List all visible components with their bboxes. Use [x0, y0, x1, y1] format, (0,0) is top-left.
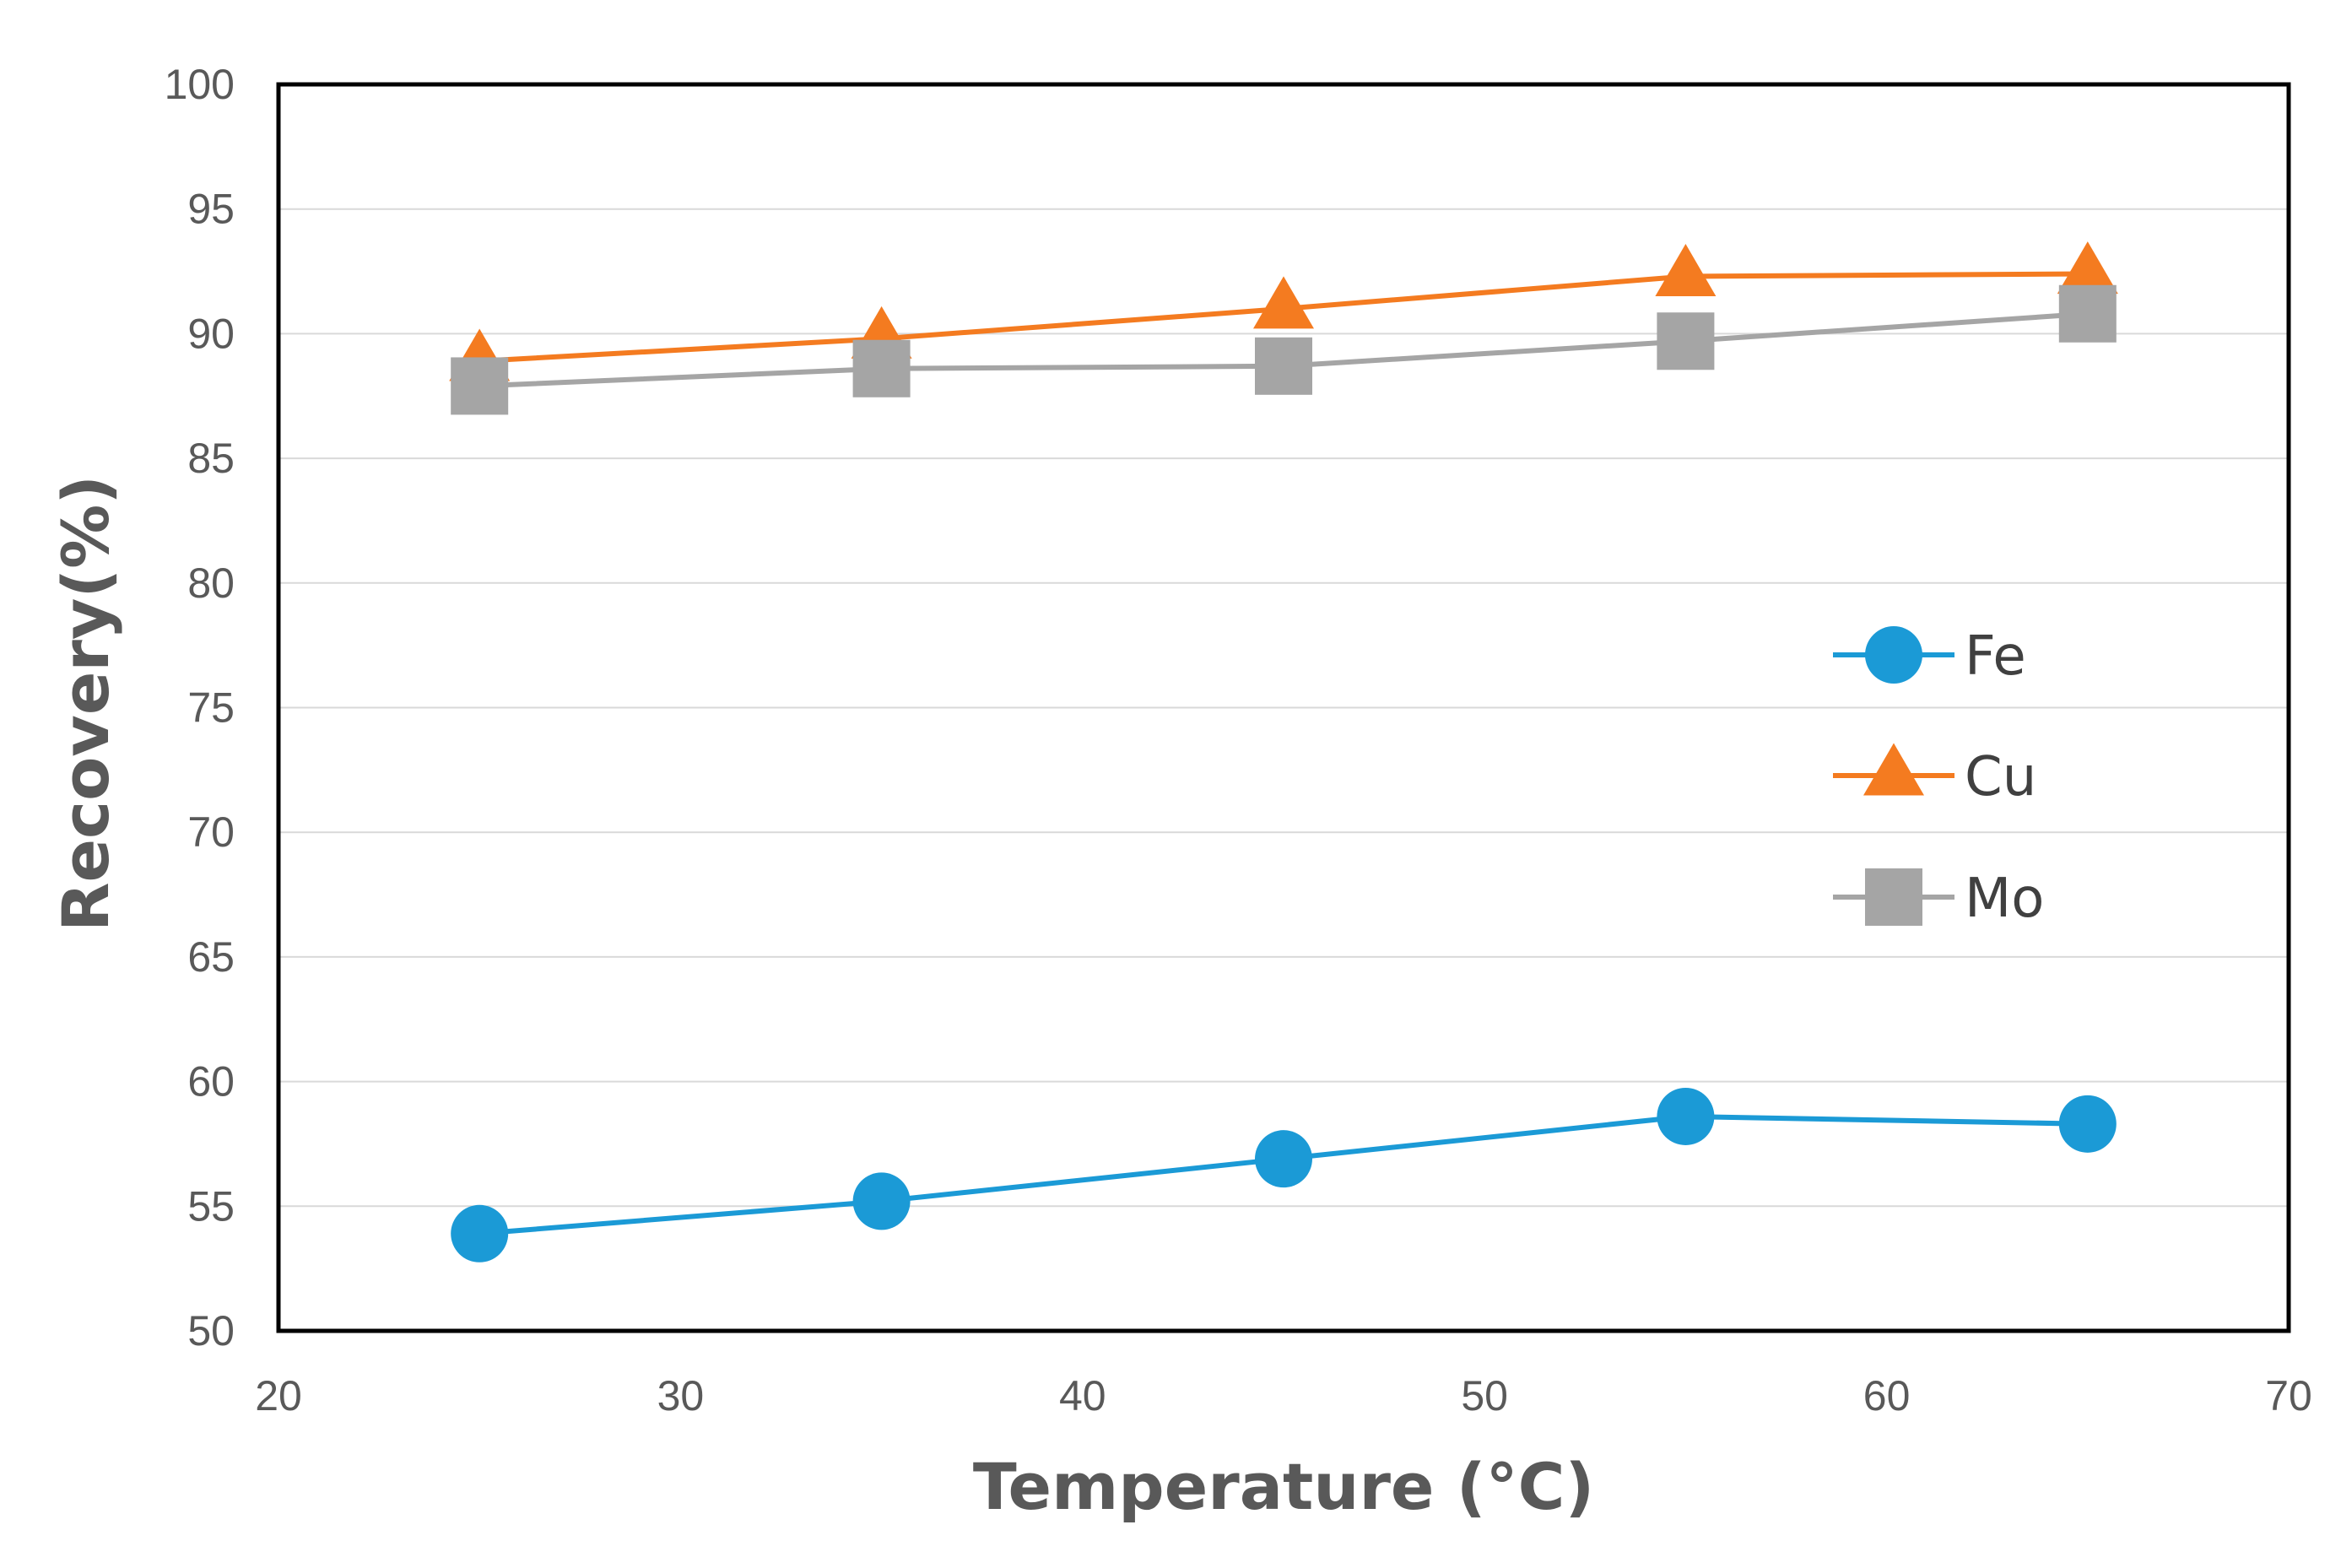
legend-label: Mo: [1965, 868, 2044, 930]
gridlines: [278, 208, 2289, 1208]
data-point-mo: [1255, 337, 1312, 395]
y-tick-label: 100: [165, 61, 235, 108]
y-tick-label: 55: [187, 1182, 235, 1230]
data-point-fe: [451, 1204, 509, 1263]
x-axis-title: Temperature (°C): [973, 1449, 1594, 1524]
legend-item-mo: Mo: [1833, 868, 2044, 930]
x-tick-label: 20: [255, 1372, 302, 1419]
data-point-cu: [2057, 241, 2118, 295]
data-point-cu: [1253, 276, 1314, 329]
series-mo: [451, 284, 2117, 415]
y-axis-ticks: 50 55 60 65 70 75 80 85 90 95 100: [165, 61, 235, 1354]
data-point-cu: [1655, 244, 1717, 297]
data-point-fe: [1255, 1130, 1312, 1188]
y-tick-label: 50: [187, 1307, 235, 1354]
series-layer: [449, 241, 2118, 1263]
x-tick-label: 40: [1059, 1372, 1106, 1419]
y-tick-label: 85: [187, 435, 235, 482]
data-point-mo: [1657, 312, 1715, 370]
legend-marker: [1865, 868, 1922, 926]
legend-item-cu: Cu: [1833, 743, 2036, 808]
x-tick-label: 30: [657, 1372, 705, 1419]
y-tick-label: 80: [187, 560, 235, 607]
data-point-fe: [1657, 1087, 1715, 1145]
legend-marker: [1865, 626, 1922, 684]
x-tick-label: 70: [2265, 1372, 2312, 1419]
legend-item-fe: Fe: [1833, 625, 2026, 688]
data-point-fe: [2058, 1095, 2117, 1153]
data-point-fe: [852, 1172, 911, 1230]
y-tick-label: 90: [187, 310, 235, 357]
series-fe: [451, 1087, 2117, 1263]
x-tick-label: 50: [1461, 1372, 1508, 1419]
legend-marker: [1863, 743, 1924, 796]
x-axis-ticks: 20 30 40 50 60 70: [255, 1372, 2312, 1419]
y-tick-label: 70: [187, 808, 235, 856]
y-tick-label: 95: [187, 186, 235, 233]
plot-area: [276, 82, 2291, 1333]
legend: Fe Cu Mo: [1833, 625, 2044, 930]
y-axis-title: Recovery(%): [48, 475, 123, 932]
y-tick-label: 60: [187, 1058, 235, 1106]
x-tick-label: 60: [1863, 1372, 1911, 1419]
y-tick-label: 75: [187, 684, 235, 732]
y-tick-label: 65: [187, 933, 235, 981]
data-point-mo: [852, 339, 911, 397]
legend-label: Fe: [1965, 625, 2026, 688]
data-point-mo: [451, 357, 509, 415]
data-point-mo: [2058, 284, 2117, 343]
legend-label: Cu: [1965, 746, 2036, 808]
